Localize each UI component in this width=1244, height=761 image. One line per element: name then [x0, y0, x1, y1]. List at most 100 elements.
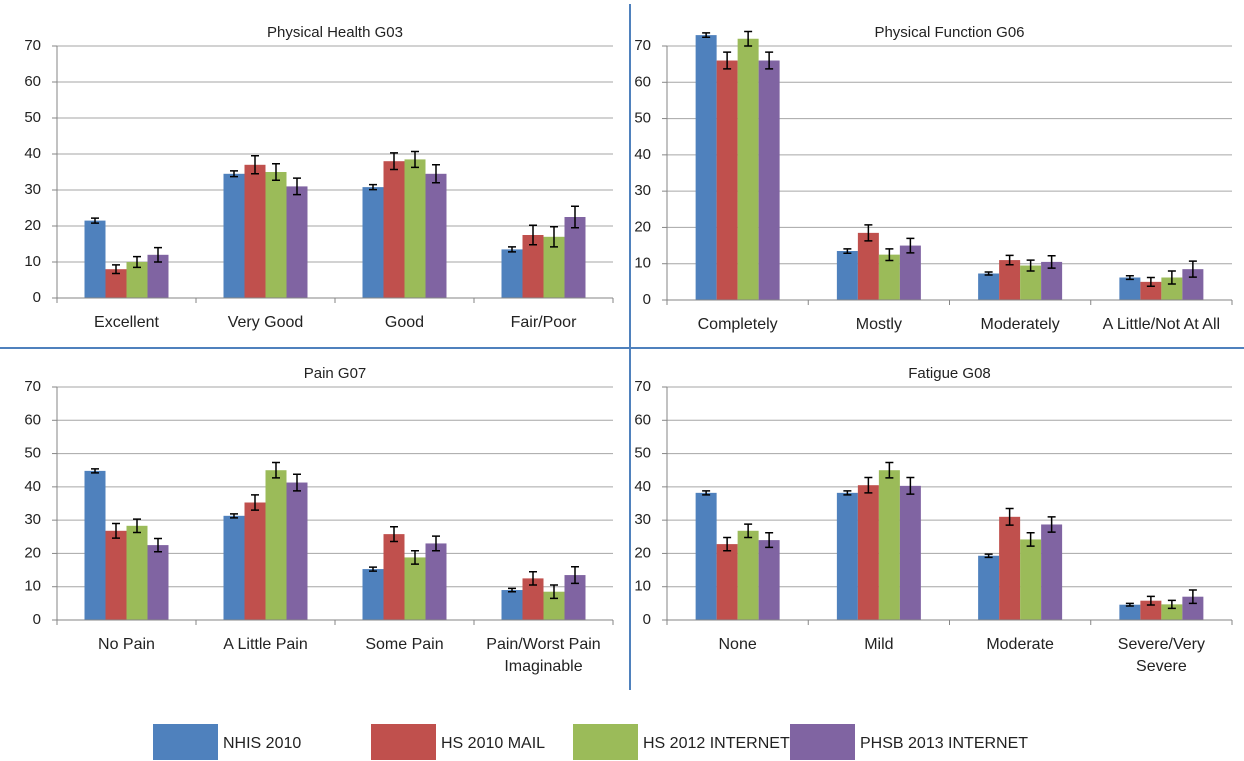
chart-title: Physical Function G06 — [874, 24, 1024, 41]
bar — [84, 470, 106, 620]
x-tick-label: None — [718, 636, 757, 653]
error-bar — [1026, 259, 1035, 272]
bar — [1041, 261, 1063, 300]
bar — [1020, 539, 1042, 620]
y-tick-label: 40 — [634, 146, 651, 163]
bar — [836, 492, 858, 620]
y-tick-label: 50 — [24, 109, 41, 126]
error-bar — [91, 217, 99, 224]
legend-label: NHIS 2010 — [223, 735, 301, 752]
error-bar — [1188, 260, 1197, 278]
error-bar — [432, 535, 440, 552]
y-tick-label: 10 — [24, 578, 41, 595]
bar — [404, 159, 426, 298]
error-bar — [1146, 595, 1155, 606]
bar — [1161, 277, 1183, 300]
y-tick-label: 50 — [634, 110, 651, 127]
y-tick-label: 40 — [24, 145, 41, 162]
bar — [564, 575, 586, 620]
error-bar — [1047, 516, 1056, 533]
y-tick-label: 10 — [24, 253, 41, 270]
x-tick-label: Completely — [697, 316, 778, 333]
bar — [223, 515, 245, 620]
y-tick-label: 0 — [643, 611, 651, 628]
bar — [383, 534, 405, 620]
error-bar — [723, 51, 732, 70]
bar — [543, 591, 565, 620]
error-bar — [369, 183, 377, 191]
error-bar — [744, 523, 753, 539]
chart-title: Physical Health G03 — [267, 24, 403, 41]
y-tick-label: 70 — [24, 378, 41, 395]
error-bar — [272, 162, 280, 182]
bar — [501, 590, 523, 620]
bar — [737, 38, 759, 300]
bar — [105, 269, 127, 298]
error-bar — [1005, 254, 1014, 266]
error-bar — [843, 490, 852, 496]
error-bar — [984, 553, 993, 559]
bar — [1119, 604, 1141, 620]
bar — [878, 254, 900, 300]
bar — [836, 251, 858, 300]
error-bar — [1146, 276, 1155, 287]
bar — [265, 172, 287, 298]
y-tick-label: 60 — [24, 73, 41, 90]
x-tick-label: Moderately — [980, 316, 1060, 333]
error-bar — [272, 461, 280, 479]
bar — [758, 540, 780, 620]
bar — [362, 569, 384, 620]
error-bar — [571, 205, 579, 229]
y-tick-label: 70 — [634, 37, 651, 54]
error-bar — [906, 476, 915, 495]
error-bar — [133, 255, 141, 269]
error-bar — [1167, 599, 1176, 610]
legend-label: HS 2012 INTERNET — [643, 735, 790, 752]
error-bar — [251, 155, 259, 175]
error-bar — [390, 526, 398, 543]
bar — [716, 60, 738, 301]
bar — [1182, 269, 1204, 300]
error-bar — [1125, 274, 1134, 281]
y-tick-label: 10 — [634, 578, 651, 595]
error-bar — [765, 51, 774, 70]
y-tick-label: 0 — [33, 289, 41, 306]
x-tick-label: A Little Pain — [223, 636, 308, 653]
bar — [223, 173, 245, 298]
error-bar — [411, 150, 419, 169]
error-bar — [744, 30, 753, 47]
bar — [857, 232, 879, 300]
bar — [286, 482, 308, 620]
error-bar — [390, 152, 398, 171]
error-bar — [154, 537, 162, 553]
y-tick-label: 30 — [634, 182, 651, 199]
error-bar — [1188, 589, 1197, 605]
error-bar — [843, 248, 852, 254]
x-tick-label: A Little/Not At All — [1102, 316, 1221, 333]
bar — [543, 236, 565, 298]
y-tick-label: 60 — [634, 411, 651, 428]
bar — [857, 485, 879, 620]
y-tick-label: 20 — [24, 217, 41, 234]
x-tick-label: Severe/Very Severe — [1117, 636, 1205, 675]
y-tick-label: 10 — [634, 255, 651, 272]
bar — [147, 254, 169, 298]
y-tick-label: 50 — [24, 445, 41, 462]
y-tick-label: 60 — [634, 73, 651, 90]
error-bar — [702, 32, 711, 39]
error-bar — [411, 550, 419, 565]
legend-swatch — [153, 724, 218, 760]
y-tick-label: 30 — [24, 181, 41, 198]
error-bar — [885, 248, 894, 262]
error-bar — [723, 536, 732, 552]
bar — [425, 173, 447, 298]
error-bar — [293, 473, 301, 492]
bar — [265, 470, 287, 620]
x-tick-label: No Pain — [98, 636, 155, 653]
x-tick-label: Very Good — [227, 314, 304, 331]
y-tick-label: 40 — [634, 478, 651, 495]
x-tick-label: Fair/Poor — [510, 314, 577, 331]
y-tick-label: 60 — [24, 411, 41, 428]
y-tick-label: 40 — [24, 478, 41, 495]
